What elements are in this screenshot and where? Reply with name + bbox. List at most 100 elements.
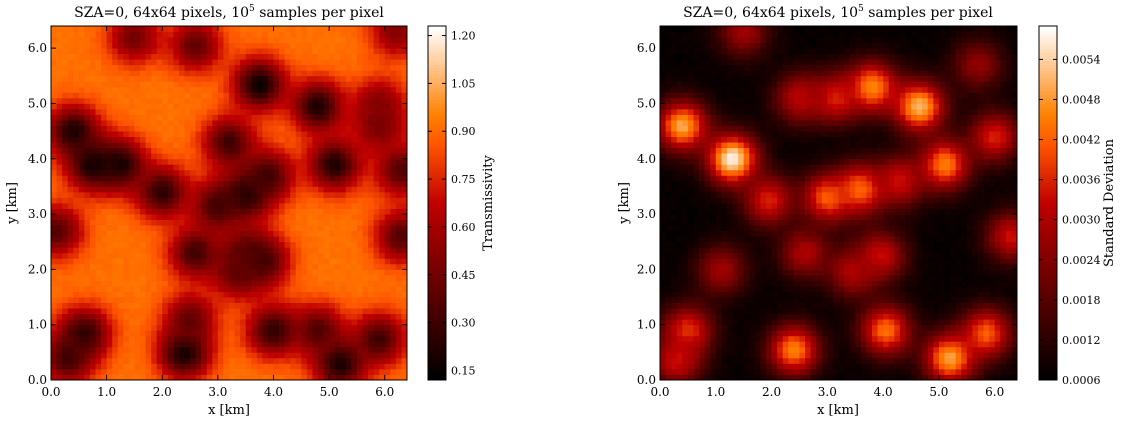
heatmap-cell bbox=[351, 220, 357, 226]
heatmap-cell bbox=[312, 126, 318, 132]
heatmap-cell bbox=[118, 181, 124, 187]
heatmap-cell bbox=[246, 126, 252, 132]
heatmap-cell bbox=[794, 336, 800, 342]
heatmap-cell bbox=[107, 54, 113, 60]
heatmap-cell bbox=[101, 192, 107, 198]
heatmap-cell bbox=[168, 142, 174, 148]
heatmap-cell bbox=[329, 286, 335, 292]
heatmap-cell bbox=[385, 142, 391, 148]
heatmap-cell bbox=[62, 70, 68, 76]
heatmap-cell bbox=[794, 319, 800, 325]
heatmap-cell bbox=[218, 109, 224, 115]
heatmap-cell bbox=[878, 341, 884, 347]
heatmap-cell bbox=[268, 76, 274, 82]
heatmap-cell bbox=[62, 81, 68, 87]
heatmap-cell bbox=[134, 308, 140, 314]
heatmap-cell bbox=[179, 103, 185, 109]
heatmap-cell bbox=[833, 369, 839, 375]
heatmap-cell bbox=[290, 258, 296, 264]
heatmap-cell bbox=[223, 87, 229, 93]
heatmap-cell bbox=[101, 336, 107, 342]
heatmap-cell bbox=[168, 131, 174, 137]
heatmap-cell bbox=[340, 109, 346, 115]
heatmap-cell bbox=[51, 48, 57, 54]
heatmap-cell bbox=[967, 319, 973, 325]
heatmap-cell bbox=[933, 319, 939, 325]
heatmap-cell bbox=[212, 48, 218, 54]
heatmap-cell bbox=[212, 131, 218, 137]
heatmap-cell bbox=[340, 325, 346, 331]
heatmap-cell bbox=[84, 26, 90, 32]
heatmap-cell bbox=[279, 153, 285, 159]
heatmap-cell bbox=[51, 231, 57, 237]
heatmap-cell bbox=[179, 54, 185, 60]
heatmap-cell bbox=[666, 325, 672, 331]
heatmap-cell bbox=[173, 297, 179, 303]
heatmap-cell bbox=[379, 214, 385, 220]
heatmap-cell bbox=[146, 286, 152, 292]
heatmap-cell bbox=[62, 65, 68, 71]
heatmap-cell bbox=[73, 330, 79, 336]
heatmap-cell bbox=[118, 192, 124, 198]
heatmap-cell bbox=[179, 247, 185, 253]
heatmap-cell bbox=[123, 214, 129, 220]
heatmap-cell bbox=[351, 175, 357, 181]
heatmap-cell bbox=[755, 363, 761, 369]
heatmap-cell bbox=[129, 59, 135, 65]
heatmap-cell bbox=[173, 32, 179, 38]
heatmap-cell bbox=[90, 32, 96, 38]
heatmap-cell bbox=[312, 264, 318, 270]
heatmap-cell bbox=[134, 54, 140, 60]
heatmap-cell bbox=[972, 325, 978, 331]
heatmap-cell bbox=[129, 131, 135, 137]
heatmap-cell bbox=[961, 319, 967, 325]
heatmap-cell bbox=[107, 225, 113, 231]
heatmap-cell bbox=[146, 59, 152, 65]
heatmap-cell bbox=[268, 225, 274, 231]
heatmap-cell bbox=[351, 236, 357, 242]
heatmap-cell bbox=[84, 181, 90, 187]
heatmap-cell bbox=[79, 175, 85, 181]
heatmap-cell bbox=[240, 37, 246, 43]
heatmap-cell bbox=[151, 109, 157, 115]
heatmap-cell bbox=[699, 336, 705, 342]
heatmap-cell bbox=[340, 286, 346, 292]
heatmap-cell bbox=[196, 303, 202, 309]
heatmap-cell bbox=[390, 347, 396, 353]
heatmap-cell bbox=[312, 286, 318, 292]
colorbar-segment bbox=[428, 362, 446, 365]
heatmap-cell bbox=[855, 358, 861, 364]
heatmap-cell bbox=[396, 32, 402, 38]
heatmap-cell bbox=[140, 142, 146, 148]
heatmap-cell bbox=[68, 148, 74, 154]
colorbar-segment bbox=[428, 300, 446, 303]
heatmap-cell bbox=[212, 236, 218, 242]
heatmap-cell bbox=[140, 292, 146, 298]
heatmap-cell bbox=[296, 330, 302, 336]
heatmap-cell bbox=[279, 137, 285, 143]
heatmap-cell bbox=[240, 126, 246, 132]
heatmap-cell bbox=[363, 76, 369, 82]
heatmap-cell bbox=[279, 159, 285, 165]
heatmap-cell bbox=[240, 159, 246, 165]
heatmap-cell bbox=[257, 308, 263, 314]
heatmap-cell bbox=[357, 103, 363, 109]
heatmap-cell bbox=[379, 54, 385, 60]
heatmap-cell bbox=[57, 120, 63, 126]
heatmap-cell bbox=[324, 120, 330, 126]
heatmap-cell bbox=[978, 336, 984, 342]
heatmap-cell bbox=[84, 325, 90, 331]
heatmap-cell bbox=[179, 126, 185, 132]
heatmap-cell bbox=[229, 70, 235, 76]
heatmap-cell bbox=[262, 103, 268, 109]
heatmap-cell bbox=[129, 347, 135, 353]
heatmap-cell bbox=[385, 126, 391, 132]
heatmap-cell bbox=[185, 275, 191, 281]
heatmap-cell bbox=[90, 197, 96, 203]
heatmap-cell bbox=[51, 352, 57, 358]
heatmap-cell bbox=[196, 341, 202, 347]
heatmap-cell bbox=[788, 352, 794, 358]
heatmap-cell bbox=[179, 203, 185, 209]
heatmap-cell bbox=[878, 319, 884, 325]
heatmap-cell bbox=[240, 153, 246, 159]
